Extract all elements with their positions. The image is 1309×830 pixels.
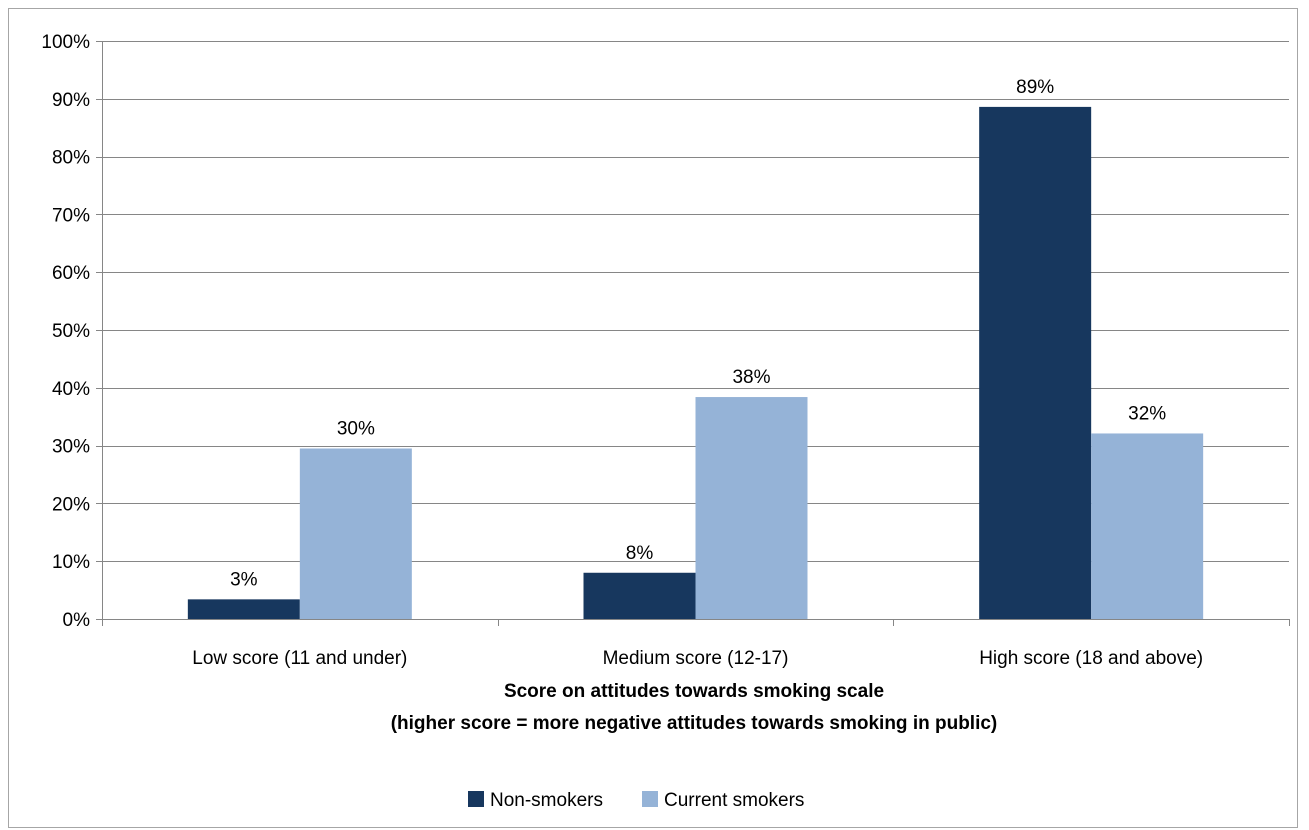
legend: Non-smokers Current smokers xyxy=(468,790,804,811)
x-category-label: Medium score (12-17) xyxy=(603,648,789,669)
bar-current-smokers xyxy=(1091,433,1204,619)
data-label: 8% xyxy=(626,543,654,564)
y-tick-label: 50% xyxy=(52,321,90,342)
data-labels: 3% 30% 8% 38% 89% 32% xyxy=(230,77,1166,590)
x-axis-title-line-1: Score on attitudes towards smoking scale xyxy=(504,681,884,702)
bars xyxy=(187,106,1204,620)
bar-non-smokers xyxy=(979,106,1092,620)
data-label: 30% xyxy=(337,418,375,439)
data-label: 32% xyxy=(1128,403,1166,424)
y-tick-label: 80% xyxy=(52,148,90,169)
y-tick-label: 90% xyxy=(52,90,90,111)
legend-label: Non-smokers xyxy=(490,790,603,811)
bar-non-smokers xyxy=(187,599,300,619)
x-axis-title-line-2: (higher score = more negative attitudes … xyxy=(391,713,998,734)
bar-current-smokers xyxy=(299,448,412,619)
y-axis-ticks: 0% 10% 20% 30% 40% 50% 60% 70% 80% 90% 100% xyxy=(41,32,102,631)
legend-swatch xyxy=(642,791,658,807)
data-label: 38% xyxy=(732,367,770,388)
y-tick-label: 0% xyxy=(63,610,91,631)
y-tick-label: 40% xyxy=(52,379,90,400)
y-tick-label: 70% xyxy=(52,205,90,226)
y-tick-label: 100% xyxy=(41,32,90,53)
category-labels: Low score (11 and under) Medium score (12… xyxy=(192,648,1203,669)
y-tick-label: 60% xyxy=(52,263,90,284)
y-tick-label: 30% xyxy=(52,437,90,458)
y-tick-label: 20% xyxy=(52,494,90,515)
x-category-label: High score (18 and above) xyxy=(979,648,1203,669)
bar-current-smokers xyxy=(695,397,808,619)
axes xyxy=(102,41,1290,626)
data-label: 3% xyxy=(230,569,258,590)
bar-non-smokers xyxy=(583,572,696,619)
legend-swatch xyxy=(468,791,484,807)
legend-label: Current smokers xyxy=(664,790,804,811)
y-tick-label: 10% xyxy=(52,552,90,573)
x-category-label: Low score (11 and under) xyxy=(192,648,407,669)
data-label: 89% xyxy=(1016,77,1054,98)
